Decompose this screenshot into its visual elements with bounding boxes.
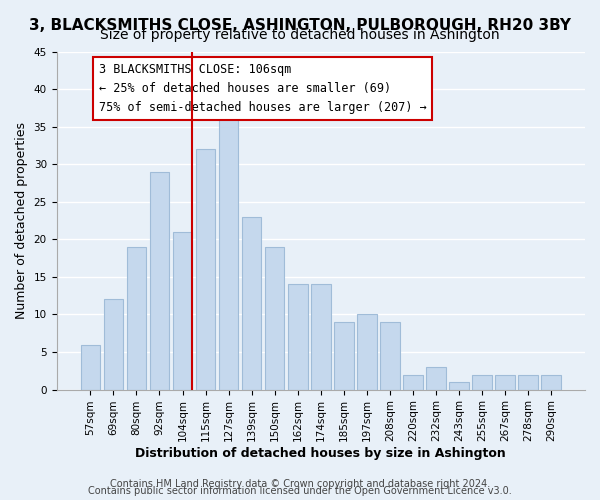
Bar (518, 374, 538, 390)
Bar (196, 149, 215, 390)
Text: Contains public sector information licensed under the Open Government Licence v3: Contains public sector information licen… (88, 486, 512, 496)
Bar (288, 284, 308, 390)
Bar (357, 314, 377, 390)
Bar (149, 172, 169, 390)
Bar (496, 374, 515, 390)
Bar (127, 247, 146, 390)
Text: Size of property relative to detached houses in Ashington: Size of property relative to detached ho… (100, 28, 500, 42)
Bar (449, 382, 469, 390)
Bar (334, 322, 353, 390)
Bar (219, 112, 238, 390)
Text: 3, BLACKSMITHS CLOSE, ASHINGTON, PULBOROUGH, RH20 3BY: 3, BLACKSMITHS CLOSE, ASHINGTON, PULBORO… (29, 18, 571, 32)
Bar (380, 322, 400, 390)
X-axis label: Distribution of detached houses by size in Ashington: Distribution of detached houses by size … (136, 447, 506, 460)
Bar (403, 374, 423, 390)
Bar (472, 374, 492, 390)
Bar (104, 300, 123, 390)
Y-axis label: Number of detached properties: Number of detached properties (15, 122, 28, 319)
Bar (265, 247, 284, 390)
Bar (80, 344, 100, 390)
Text: Contains HM Land Registry data © Crown copyright and database right 2024.: Contains HM Land Registry data © Crown c… (110, 479, 490, 489)
Bar (311, 284, 331, 390)
Text: 3 BLACKSMITHS CLOSE: 106sqm
← 25% of detached houses are smaller (69)
75% of sem: 3 BLACKSMITHS CLOSE: 106sqm ← 25% of det… (99, 64, 427, 114)
Bar (426, 367, 446, 390)
Bar (541, 374, 561, 390)
Bar (242, 217, 262, 390)
Bar (173, 232, 193, 390)
